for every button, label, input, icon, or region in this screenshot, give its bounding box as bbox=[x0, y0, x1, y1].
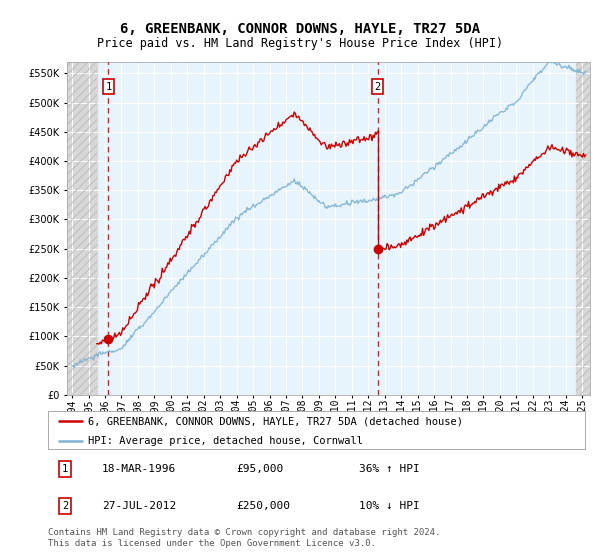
Text: 2: 2 bbox=[62, 501, 68, 511]
Bar bbox=[575, 62, 590, 395]
Text: 18-MAR-1996: 18-MAR-1996 bbox=[102, 464, 176, 474]
Text: 6, GREENBANK, CONNOR DOWNS, HAYLE, TR27 5DA (detached house): 6, GREENBANK, CONNOR DOWNS, HAYLE, TR27 … bbox=[88, 416, 463, 426]
Text: 27-JUL-2012: 27-JUL-2012 bbox=[102, 501, 176, 511]
Text: HPI: Average price, detached house, Cornwall: HPI: Average price, detached house, Corn… bbox=[88, 436, 363, 446]
Text: 10% ↓ HPI: 10% ↓ HPI bbox=[359, 501, 420, 511]
Text: Price paid vs. HM Land Registry's House Price Index (HPI): Price paid vs. HM Land Registry's House … bbox=[97, 37, 503, 50]
Text: £250,000: £250,000 bbox=[236, 501, 290, 511]
Text: 1: 1 bbox=[106, 82, 112, 92]
Bar bbox=[575, 62, 590, 395]
Text: 6, GREENBANK, CONNOR DOWNS, HAYLE, TR27 5DA: 6, GREENBANK, CONNOR DOWNS, HAYLE, TR27 … bbox=[120, 22, 480, 36]
Bar bbox=[67, 62, 97, 395]
Text: Contains HM Land Registry data © Crown copyright and database right 2024.
This d: Contains HM Land Registry data © Crown c… bbox=[48, 528, 440, 548]
Text: 2: 2 bbox=[374, 82, 381, 92]
Text: 36% ↑ HPI: 36% ↑ HPI bbox=[359, 464, 420, 474]
Text: 1: 1 bbox=[62, 464, 68, 474]
Text: £95,000: £95,000 bbox=[236, 464, 283, 474]
Bar bbox=[67, 62, 97, 395]
